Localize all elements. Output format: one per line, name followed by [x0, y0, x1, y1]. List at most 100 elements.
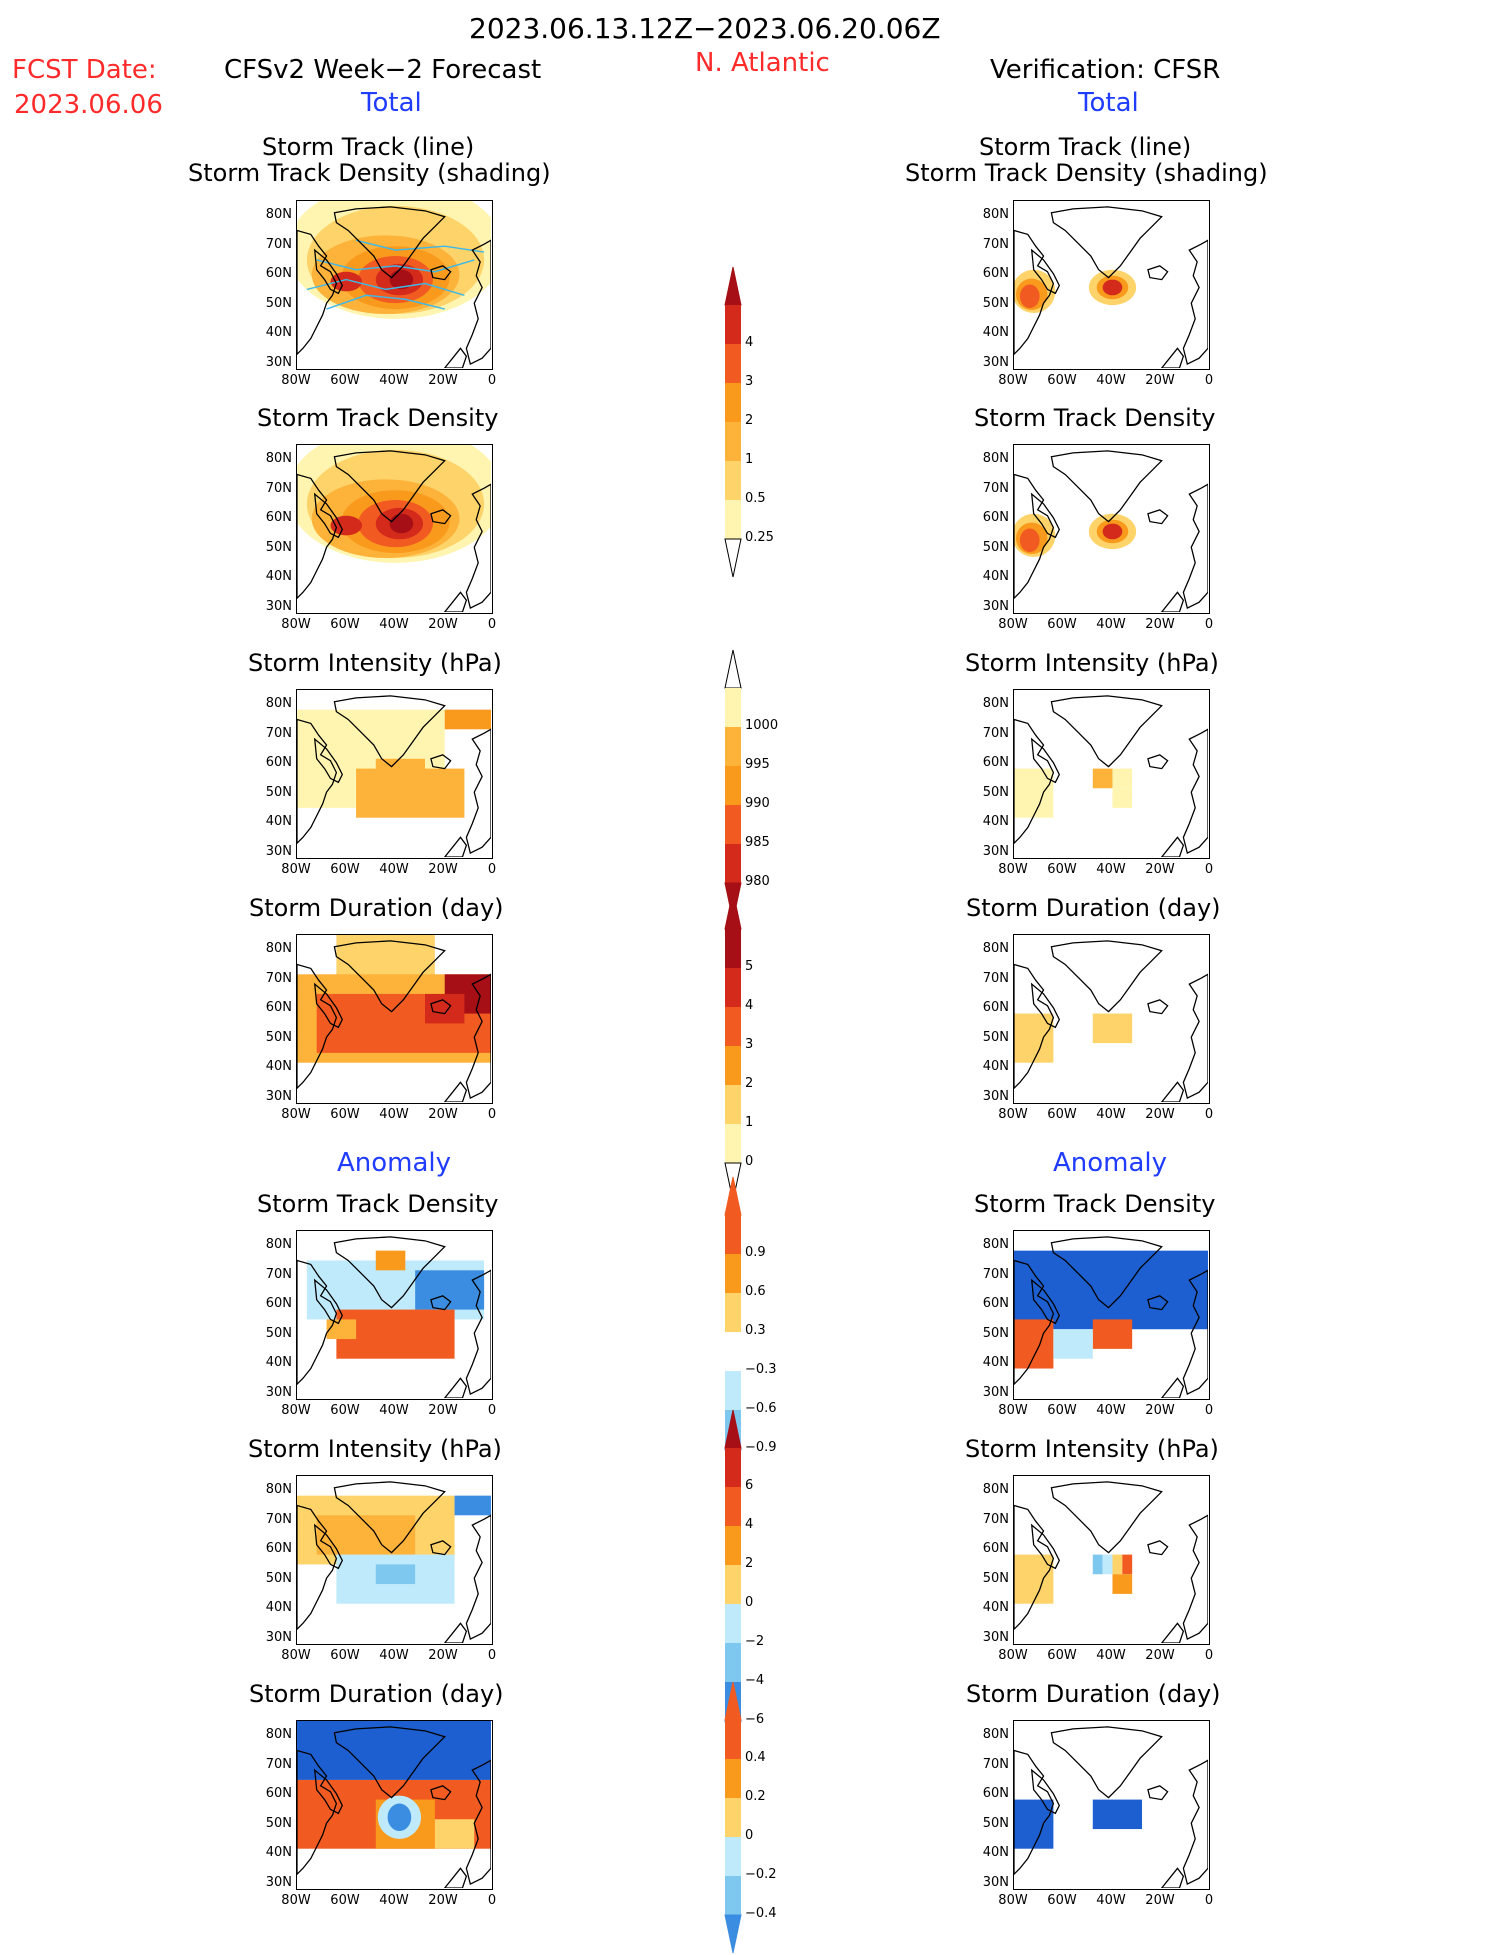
lon-label: 0	[487, 617, 497, 632]
lat-label: 50N	[265, 295, 292, 311]
intensity-anom-colorbar-label: 2	[745, 1556, 754, 1571]
duration-colorbar-label: 4	[745, 998, 754, 1013]
intensity-anom-colorbar-label: 4	[745, 1517, 754, 1532]
lon-label: 80W	[998, 1648, 1028, 1663]
forecast-map-row-7	[296, 1720, 493, 1890]
lon-label: 80W	[281, 617, 311, 632]
lon-label: 20W	[428, 862, 458, 877]
right-anom-duration-title: Storm Duration (day)	[966, 1680, 1221, 1708]
lon-label: 80W	[281, 1107, 311, 1122]
lat-label: 50N	[265, 784, 292, 800]
lat-label: 50N	[265, 539, 292, 555]
lon-label: 40W	[379, 373, 409, 388]
lon-label: 0	[1204, 1648, 1214, 1663]
left-total-label: Total	[361, 88, 422, 118]
lat-label: 40N	[982, 325, 1009, 340]
lat-label: 80N	[265, 941, 292, 956]
lon-label: 40W	[379, 1403, 409, 1418]
lat-label: 60N	[265, 1541, 292, 1556]
lon-label: 40W	[379, 862, 409, 877]
lon-label: 80W	[998, 1107, 1028, 1122]
duration-anom-colorbar-label: −0.2	[745, 1867, 777, 1882]
lat-label: 40N	[265, 1059, 292, 1074]
lon-label: 40W	[1096, 862, 1126, 877]
lat-label: 40N	[265, 325, 292, 340]
lat-label: 50N	[265, 1325, 292, 1341]
right-intensity-title: Storm Intensity (hPa)	[965, 649, 1219, 677]
density-anom-colorbar-label: −0.3	[745, 1362, 777, 1377]
density-anom-colorbar-label: −0.6	[745, 1401, 777, 1416]
lon-label: 20W	[1145, 862, 1175, 877]
intensity-colorbar-label: 995	[745, 757, 770, 772]
lat-label: 40N	[265, 1600, 292, 1615]
right-total-label: Total	[1078, 88, 1139, 118]
lat-label: 60N	[265, 510, 292, 525]
lat-label: 40N	[982, 1845, 1009, 1860]
lat-label: 40N	[265, 569, 292, 584]
lat-label: 70N	[982, 1266, 1009, 1282]
density-anom-colorbar-label: −0.9	[745, 1440, 777, 1455]
lon-label: 20W	[1145, 1893, 1175, 1908]
lat-label: 60N	[982, 1541, 1009, 1556]
intensity-colorbar-label: 990	[745, 796, 770, 811]
lat-label: 30N	[265, 1088, 292, 1104]
lat-label: 30N	[265, 1874, 292, 1890]
lat-label: 80N	[982, 451, 1009, 466]
lon-label: 60W	[330, 862, 360, 877]
lat-label: 60N	[265, 1786, 292, 1801]
lat-label: 40N	[982, 814, 1009, 829]
lat-label: 80N	[265, 451, 292, 466]
lon-label: 40W	[1096, 617, 1126, 632]
left-density-title: Storm Track Density	[257, 404, 499, 432]
lat-label: 60N	[982, 1000, 1009, 1015]
lon-label: 60W	[1047, 1893, 1077, 1908]
lat-label: 40N	[265, 814, 292, 829]
density-anom-colorbar-label: 0.9	[745, 1245, 766, 1260]
lon-label: 60W	[330, 1648, 360, 1663]
density-anom-colorbar-label: 0.3	[745, 1323, 766, 1338]
lat-label: 70N	[265, 970, 292, 986]
right-anomaly-label: Anomaly	[1053, 1148, 1168, 1178]
forecast-map-row-5	[296, 1230, 493, 1400]
lat-label: 60N	[265, 1000, 292, 1015]
lon-label: 20W	[428, 1648, 458, 1663]
lat-label: 70N	[982, 725, 1009, 741]
duration-colorbar	[724, 890, 742, 1202]
lat-label: 50N	[982, 295, 1009, 311]
lat-label: 50N	[982, 784, 1009, 800]
lat-label: 40N	[982, 1355, 1009, 1370]
region-label: N. Atlantic	[695, 48, 830, 78]
lon-label: 0	[1204, 1893, 1214, 1908]
lat-label: 60N	[982, 266, 1009, 281]
intensity-colorbar	[724, 649, 742, 922]
lat-label: 50N	[265, 1815, 292, 1831]
lat-label: 80N	[982, 1727, 1009, 1742]
duration-colorbar-label: 5	[745, 959, 754, 974]
lat-label: 80N	[982, 1237, 1009, 1252]
left-title: CFSv2 Week−2 Forecast	[224, 55, 542, 85]
lat-label: 70N	[265, 725, 292, 741]
lat-label: 70N	[982, 1511, 1009, 1527]
density-colorbar-label: 3	[745, 374, 754, 389]
lat-label: 50N	[982, 1029, 1009, 1045]
left-duration-title: Storm Duration (day)	[249, 894, 504, 922]
lat-label: 70N	[265, 1266, 292, 1282]
lon-label: 20W	[428, 1893, 458, 1908]
lat-label: 80N	[982, 1482, 1009, 1497]
intensity-colorbar-label: 980	[745, 874, 770, 889]
lon-label: 0	[487, 1648, 497, 1663]
lon-label: 80W	[281, 862, 311, 877]
duration-colorbar-label: 2	[745, 1076, 754, 1091]
forecast-map-row-3	[296, 689, 493, 859]
lon-label: 0	[1204, 862, 1214, 877]
intensity-anom-colorbar-label: 0	[745, 1595, 754, 1610]
lat-label: 30N	[982, 354, 1009, 370]
lat-label: 30N	[982, 1088, 1009, 1104]
left-anom-density-title: Storm Track Density	[257, 1190, 499, 1218]
lat-label: 30N	[982, 1629, 1009, 1645]
lon-label: 20W	[428, 617, 458, 632]
forecast-map-row-1	[296, 200, 493, 370]
lon-label: 60W	[1047, 1403, 1077, 1418]
intensity-anom-colorbar-label: −2	[745, 1634, 765, 1649]
verification-map-row-7	[1013, 1720, 1210, 1890]
